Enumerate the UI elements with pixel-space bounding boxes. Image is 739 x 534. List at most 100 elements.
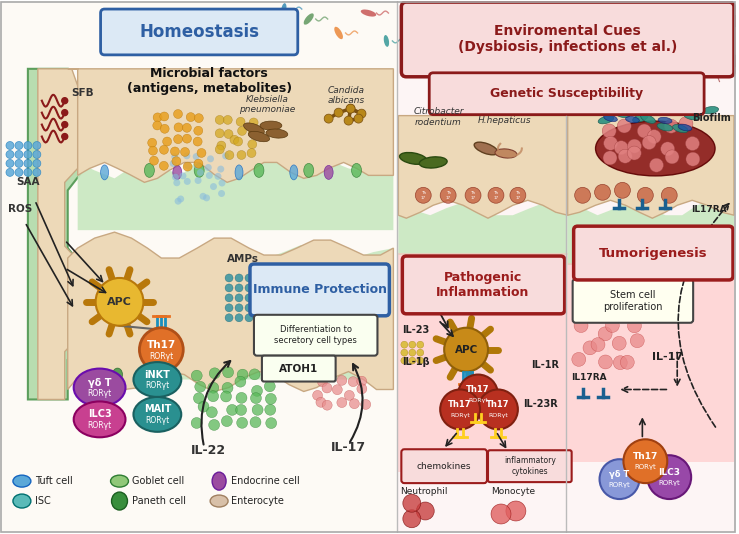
FancyBboxPatch shape: [402, 256, 565, 314]
Circle shape: [197, 148, 206, 158]
Text: APC: APC: [107, 297, 132, 307]
Circle shape: [603, 151, 617, 165]
Circle shape: [604, 136, 618, 150]
Circle shape: [322, 400, 332, 410]
Circle shape: [33, 160, 41, 167]
Ellipse shape: [686, 51, 701, 66]
Circle shape: [409, 349, 416, 356]
Ellipse shape: [432, 61, 452, 69]
FancyBboxPatch shape: [568, 263, 734, 462]
Circle shape: [265, 404, 276, 415]
Circle shape: [598, 327, 612, 341]
Circle shape: [227, 404, 237, 415]
Text: Immune Protection: Immune Protection: [253, 284, 386, 296]
Circle shape: [614, 141, 628, 155]
Text: Neutrophil: Neutrophil: [401, 486, 448, 496]
Text: Candida
albicans: Candida albicans: [328, 86, 365, 105]
Circle shape: [24, 160, 32, 167]
Circle shape: [186, 113, 195, 122]
Circle shape: [193, 153, 200, 160]
Text: Tuft cell: Tuft cell: [35, 476, 72, 486]
Ellipse shape: [636, 4, 651, 18]
Circle shape: [458, 374, 498, 414]
Circle shape: [174, 109, 183, 119]
Circle shape: [62, 122, 68, 128]
Text: γδ T: γδ T: [610, 469, 630, 478]
Circle shape: [324, 114, 333, 123]
Circle shape: [245, 314, 253, 322]
Circle shape: [194, 162, 201, 169]
Ellipse shape: [13, 494, 31, 508]
Circle shape: [491, 504, 511, 524]
Circle shape: [160, 161, 168, 170]
Circle shape: [62, 134, 68, 139]
Ellipse shape: [726, 50, 739, 67]
Circle shape: [661, 187, 677, 203]
Circle shape: [209, 368, 220, 379]
Circle shape: [62, 109, 68, 116]
Ellipse shape: [112, 492, 127, 510]
Ellipse shape: [361, 10, 376, 17]
Circle shape: [647, 455, 691, 499]
Circle shape: [160, 124, 169, 134]
Ellipse shape: [266, 129, 287, 138]
Circle shape: [248, 140, 256, 149]
Circle shape: [225, 294, 233, 302]
Ellipse shape: [13, 475, 31, 487]
Circle shape: [596, 305, 610, 319]
Circle shape: [225, 274, 233, 282]
Ellipse shape: [194, 163, 204, 177]
Circle shape: [251, 386, 262, 396]
Circle shape: [174, 198, 182, 205]
Circle shape: [210, 183, 217, 190]
Circle shape: [208, 382, 219, 393]
Polygon shape: [28, 69, 82, 399]
Circle shape: [650, 158, 664, 172]
Ellipse shape: [581, 10, 590, 29]
Text: RORγt: RORγt: [488, 413, 508, 418]
Text: Klebsiella
pneumoniae: Klebsiella pneumoniae: [239, 95, 295, 114]
Circle shape: [219, 179, 225, 186]
Circle shape: [318, 377, 327, 387]
Circle shape: [322, 383, 332, 393]
Text: Enviromental Cues
(Dysbiosis, infections et al.): Enviromental Cues (Dysbiosis, infections…: [458, 24, 678, 54]
Ellipse shape: [235, 165, 243, 180]
Circle shape: [194, 126, 202, 135]
Text: Microbial factors
(antigens, metabolites): Microbial factors (antigens, metabolites…: [126, 67, 292, 95]
Ellipse shape: [703, 107, 718, 114]
Circle shape: [237, 369, 248, 380]
Circle shape: [595, 184, 610, 200]
Ellipse shape: [173, 166, 182, 179]
Circle shape: [203, 194, 210, 201]
Text: ILC3: ILC3: [88, 410, 112, 419]
Ellipse shape: [474, 142, 498, 155]
Ellipse shape: [409, 16, 429, 24]
FancyBboxPatch shape: [262, 356, 336, 381]
Circle shape: [215, 145, 224, 154]
Circle shape: [686, 152, 700, 166]
Ellipse shape: [684, 112, 700, 120]
Ellipse shape: [384, 35, 389, 47]
Text: ROS: ROS: [8, 204, 33, 214]
Circle shape: [605, 318, 619, 333]
Circle shape: [177, 195, 184, 202]
Circle shape: [184, 162, 191, 169]
Text: Monocyte: Monocyte: [491, 486, 535, 496]
Circle shape: [346, 104, 355, 113]
Circle shape: [266, 418, 276, 429]
Ellipse shape: [467, 5, 485, 17]
Circle shape: [346, 104, 355, 113]
Circle shape: [191, 370, 202, 381]
Ellipse shape: [212, 472, 226, 490]
Circle shape: [326, 371, 336, 381]
Circle shape: [417, 357, 423, 364]
Text: chemokines: chemokines: [417, 462, 471, 470]
Circle shape: [255, 294, 263, 302]
Circle shape: [214, 173, 222, 180]
Ellipse shape: [452, 55, 472, 63]
Circle shape: [225, 284, 233, 292]
FancyBboxPatch shape: [398, 1, 736, 533]
Circle shape: [225, 304, 233, 312]
Circle shape: [195, 381, 205, 392]
Ellipse shape: [625, 116, 639, 123]
